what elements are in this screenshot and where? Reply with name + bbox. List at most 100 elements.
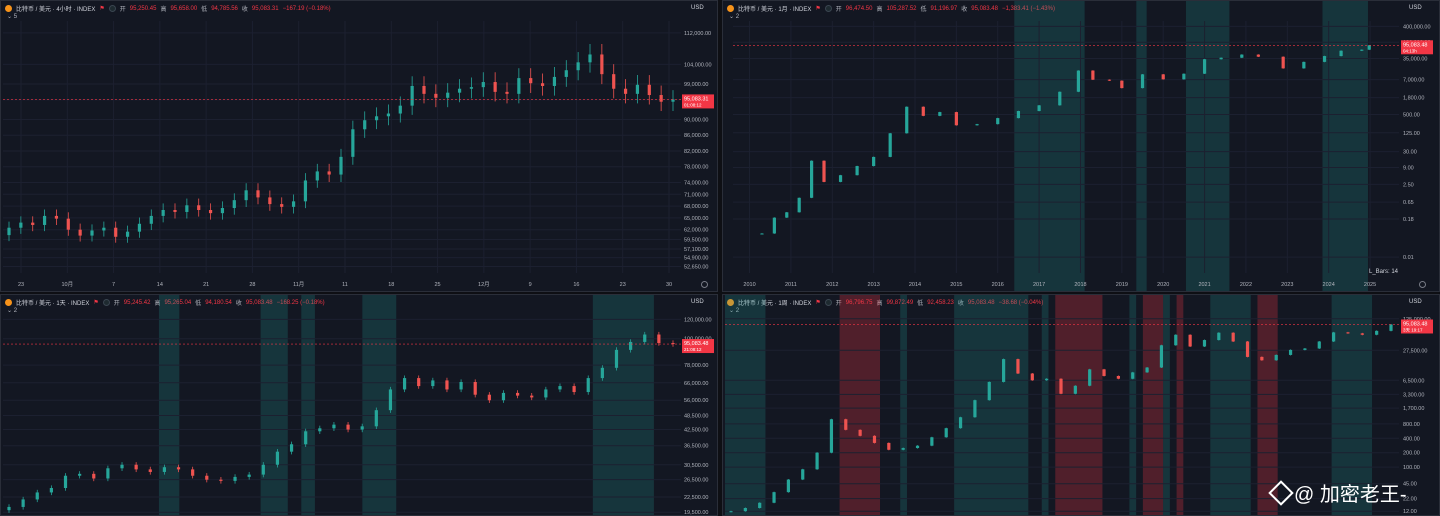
x-tick-label: 2024 (1323, 282, 1335, 288)
indicators-toggle[interactable]: ⌄ 2 (729, 307, 739, 314)
candle-body (1059, 378, 1063, 394)
y-tick-label: 1,800.00 (1403, 96, 1424, 102)
price-tag-bg (682, 94, 714, 109)
pane-legend: 比特币 / 美元 · 1天 · INDEX ⚑ 开95,245.42 高95,2… (5, 298, 325, 307)
highlight-zone (1055, 295, 1103, 515)
close-label: 收 (241, 7, 248, 13)
y-tick-label: 42,500.00 (684, 428, 708, 434)
symbol-title[interactable]: 比特币 / 美元 · 1月 · INDEX (738, 7, 812, 13)
candle-body (1131, 372, 1135, 379)
currency-label[interactable]: USD (1409, 299, 1422, 305)
chart-canvas[interactable]: 112,000.00104,000.0099,000.0095,000.0090… (1, 1, 718, 292)
candle-body (161, 210, 165, 216)
open-value: 95,245.42 (123, 299, 151, 306)
price-tag-value: 95,083.48 (1403, 42, 1427, 48)
y-tick-label: 800.00 (1403, 422, 1420, 428)
candle-body (659, 95, 663, 102)
candle-body (600, 54, 604, 75)
y-tick-label: 56,000.00 (684, 398, 708, 404)
candle-body (410, 85, 414, 106)
candle-body (901, 448, 905, 450)
highlight-zone (1185, 1, 1230, 291)
y-tick-label: 90,000.00 (684, 117, 708, 123)
candle-body (743, 508, 747, 512)
chart-pane-1d[interactable]: 比特币 / 美元 · 1天 · INDEX ⚑ 开95,245.42 高95,2… (0, 294, 718, 516)
settings-gear-icon[interactable] (701, 281, 708, 288)
candle-body (256, 190, 260, 198)
candle-body (417, 378, 421, 387)
currency-label[interactable]: USD (1409, 5, 1422, 11)
candle-body (422, 85, 426, 94)
candle-body (915, 445, 920, 449)
candle-body (576, 62, 580, 71)
symbol-title[interactable]: 比特币 / 美元 · 1周 · INDEX (738, 301, 812, 307)
candle-body (351, 129, 355, 157)
candle-body (772, 217, 776, 234)
chart-pane-1w[interactable]: 比特币 / 美元 · 1周 · INDEX ⚑ 开 96,796.75 高 99,8… (722, 294, 1440, 516)
flag-icon: ⚑ (815, 300, 821, 306)
y-tick-label: 66,000.00 (684, 381, 708, 387)
candle-body (1339, 50, 1343, 57)
open-label: 开 (119, 7, 126, 13)
y-tick-label: 22,500.00 (684, 495, 708, 501)
y-tick-label: 30.00 (1403, 150, 1417, 156)
indicators-toggle[interactable]: ⌄ 2 (729, 14, 740, 20)
x-tick-label: 10月 (61, 281, 73, 288)
high-value: 105,287.52 (886, 5, 917, 12)
symbol-title[interactable]: 比特币 / 美元 · 4小时 · INDEX (16, 7, 96, 13)
x-tick-label: 23 (620, 282, 626, 288)
candle-body (540, 83, 545, 86)
indicators-toggle[interactable]: ⌄ 5 (7, 14, 18, 20)
y-tick-label: 74,000.00 (684, 180, 708, 186)
candle-body (21, 499, 25, 507)
y-tick-label: 59,500.00 (684, 238, 708, 244)
candle-body (987, 381, 991, 401)
bitcoin-icon (5, 299, 12, 306)
chart-pane-1m[interactable]: 比特币 / 美元 · 1月 · INDEX ⚑ 开 96,474.50 高 105,… (722, 0, 1440, 292)
currency-label[interactable]: USD (691, 5, 704, 11)
low-value: 91,196.97 (930, 5, 958, 12)
y-tick-label: 78,000.00 (684, 363, 708, 369)
candle-body (304, 431, 308, 445)
candle-body (457, 88, 462, 93)
x-tick-label: 7 (112, 282, 115, 288)
candle-body (120, 464, 124, 469)
candle-body (1274, 354, 1278, 361)
status-dot-icon (824, 5, 832, 12)
candle-body (588, 54, 592, 63)
candle-body (801, 469, 805, 480)
candle-body (92, 473, 96, 479)
y-tick-label: 400.00 (1403, 436, 1420, 442)
chart-canvas[interactable]: 120,000.00100,000.0078,000.0066,000.0056… (1, 295, 718, 516)
chart-pane-4h[interactable]: 比特币 / 美元 · 4小时 · INDEX ⚑ 开 95,250.45 高 95,… (0, 0, 718, 292)
x-tick-label: 2019 (1116, 282, 1128, 288)
candle-body (78, 229, 82, 236)
candle-body (822, 160, 826, 182)
y-tick-label: 3,300.00 (1403, 392, 1424, 398)
highlight-zone (900, 295, 907, 515)
candle-body (346, 424, 350, 430)
candle-body (844, 419, 848, 430)
chart-canvas[interactable]: 125,000.0027,500.006,500.003,300.001,700… (723, 295, 1440, 516)
high-value: 95,658.00 (170, 5, 198, 12)
currency-label[interactable]: USD (691, 299, 704, 305)
y-tick-label: 0.01 (1403, 255, 1414, 261)
low-label: 低 (917, 301, 924, 307)
candle-body (1332, 332, 1336, 342)
x-tick-label: 2022 (1240, 282, 1252, 288)
binance-logo-icon (1268, 479, 1294, 506)
symbol-title[interactable]: 比特币 / 美元 · 1天 · INDEX (16, 301, 90, 307)
chart-canvas[interactable]: 400,000.00120,000.0035,000.007,000.001,8… (723, 1, 1440, 292)
candle-body (760, 233, 764, 235)
candle-body (1322, 56, 1327, 62)
candle-body (629, 341, 633, 350)
candle-body (78, 473, 82, 476)
candle-body (1088, 369, 1092, 386)
watermark-text: @ 加密老王- (1294, 484, 1407, 506)
highlight-zone (954, 295, 1029, 515)
y-tick-label: 1,700.00 (1403, 406, 1424, 412)
candle-body (1360, 333, 1364, 335)
settings-gear-icon[interactable] (1419, 281, 1426, 288)
candle-body (1281, 56, 1285, 69)
indicators-toggle[interactable]: ⌄ 2 (7, 308, 18, 314)
